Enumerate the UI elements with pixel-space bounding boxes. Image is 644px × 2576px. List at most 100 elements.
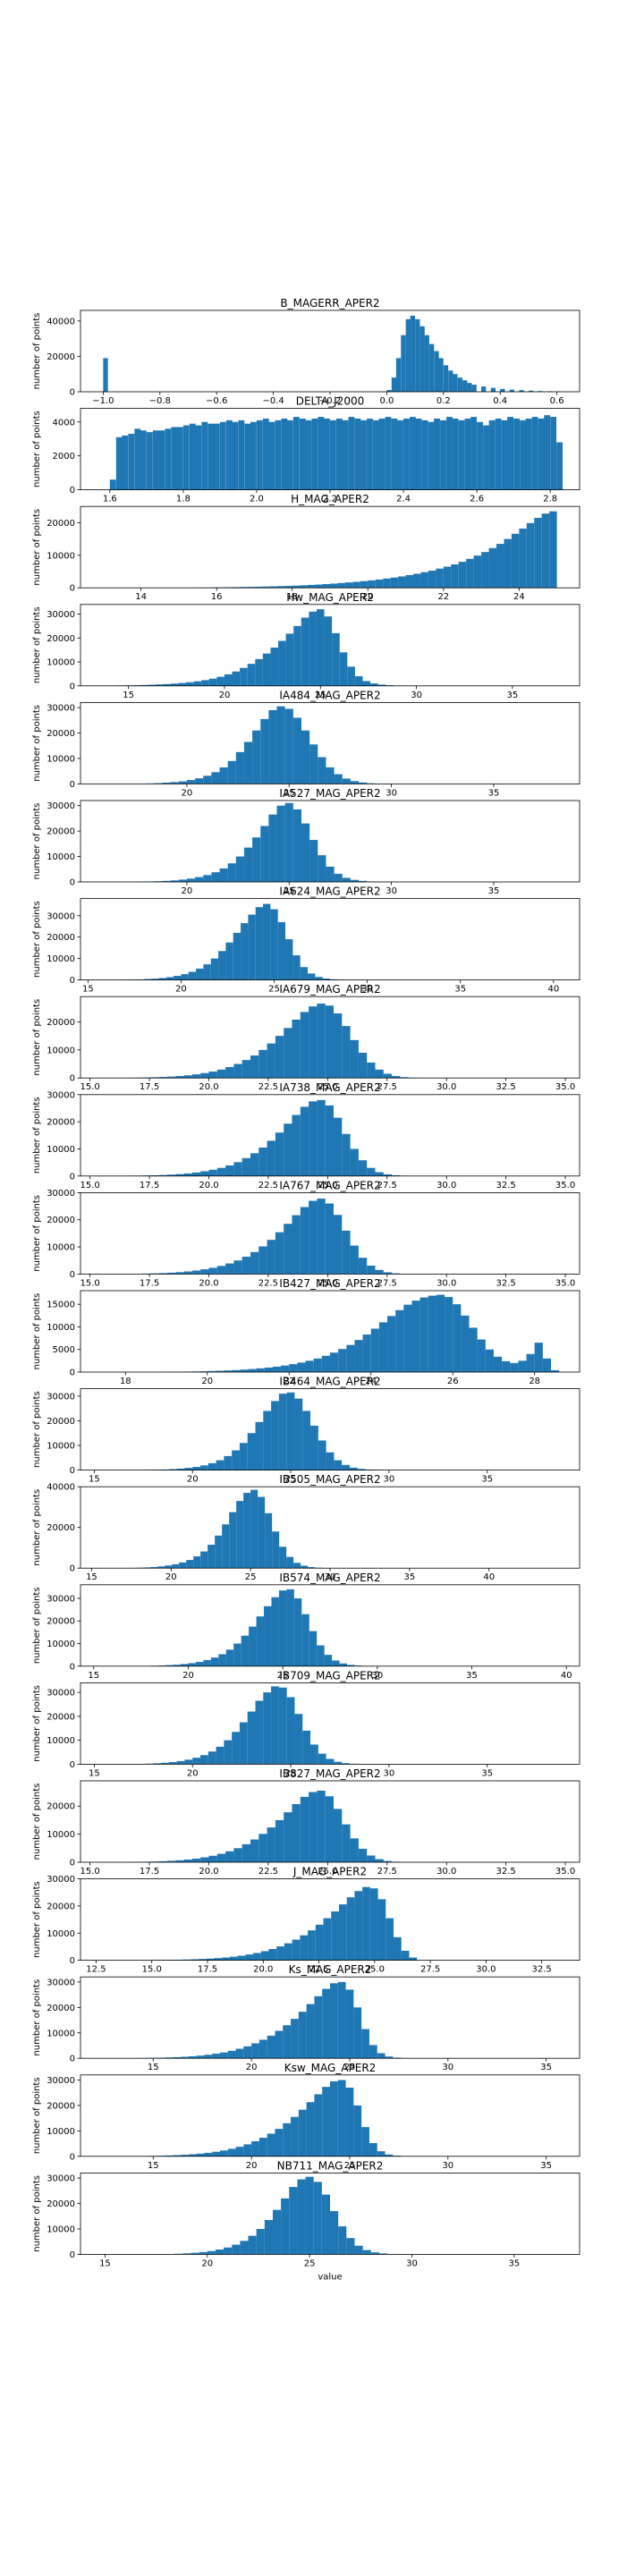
histogram-bar <box>181 2056 189 2059</box>
histogram-bar <box>183 1271 192 1275</box>
histogram-bar <box>191 1959 199 1961</box>
histogram-bar <box>462 380 468 392</box>
histogram-bar <box>375 1069 384 1079</box>
x-tick-label: 0.6 <box>550 396 564 406</box>
y-tick-label: 20000 <box>47 729 75 739</box>
x-tick-label: 18 <box>286 592 298 602</box>
y-axis-label: number of points <box>32 1979 42 2056</box>
histogram-bar <box>325 1796 334 1862</box>
axes-frame <box>80 1780 580 1863</box>
x-tick-label: 20 <box>201 1377 213 1386</box>
histogram-bar <box>216 1853 226 1862</box>
histogram-bar <box>181 1664 189 1666</box>
y-tick-label: 20000 <box>47 1417 75 1427</box>
y-tick-label: 0 <box>70 486 75 496</box>
histogram-bar <box>281 418 288 490</box>
histogram-bar <box>215 1370 225 1372</box>
histogram-bar <box>315 977 323 980</box>
histogram-bar <box>445 1297 453 1372</box>
histogram-bar <box>294 1398 303 1470</box>
histogram-bar <box>306 2004 315 2059</box>
panel-ks-mag-aper2: 15 20 25 30 35 0 10000 20000 30000 number of poin… <box>32 1963 580 2072</box>
histogram-bar <box>385 417 392 490</box>
histogram-bar <box>286 1697 295 1765</box>
histogram-bar <box>305 1360 314 1372</box>
panel-title: IB827_MAG_APER2 <box>279 1767 380 1780</box>
histogram-bar <box>208 1169 217 1176</box>
histogram-bar <box>397 419 403 490</box>
histogram-bar <box>253 1953 261 1961</box>
y-tick-label: 20000 <box>47 1018 75 1028</box>
y-tick-label: 0 <box>70 682 75 691</box>
x-tick-label: 32.5 <box>496 1867 515 1877</box>
x-tick-label: 2.0 <box>250 495 264 504</box>
axes-frame <box>80 1094 580 1177</box>
histogram-bar <box>315 584 323 589</box>
histogram-bar <box>204 2152 213 2157</box>
histogram-bar <box>286 1589 294 1666</box>
histogram-bar <box>330 1352 339 1372</box>
histogram-bar <box>520 419 526 490</box>
x-tick-label: 40 <box>561 1671 572 1681</box>
histogram-bar <box>375 579 384 589</box>
y-tick-label: 30000 <box>47 1090 75 1100</box>
histogram-bar <box>210 958 219 980</box>
x-tick-label: 30.0 <box>436 1278 456 1288</box>
x-tick-label: −1.0 <box>92 396 114 406</box>
histogram-bar <box>272 2209 282 2255</box>
x-tick-label: 25 <box>344 2161 356 2171</box>
y-tick-label: 10000 <box>47 1442 75 1452</box>
histogram-bar <box>186 878 196 882</box>
histogram-bar <box>292 1215 301 1275</box>
x-tick-label: 27.5 <box>377 1278 397 1288</box>
histogram-bar <box>428 343 435 392</box>
y-axis-label: number of points <box>32 1097 42 1174</box>
histogram-bar <box>182 425 190 490</box>
histogram-bar <box>337 2080 346 2157</box>
axes-frame <box>80 505 580 589</box>
histogram-bar <box>200 1072 209 1079</box>
histogram-bar <box>150 1077 159 1079</box>
histogram-bar <box>171 427 178 490</box>
histogram-bar <box>162 880 171 882</box>
histogram-bar <box>153 1763 162 1765</box>
histogram-bar <box>278 1394 287 1470</box>
histogram-bar <box>286 1556 294 1569</box>
histogram-bar <box>300 967 309 980</box>
histogram-bar <box>200 1465 208 1470</box>
x-tick-label: 25 <box>245 1572 257 1582</box>
histogram-bar <box>326 1758 335 1765</box>
histogram-bar <box>473 555 482 589</box>
histogram-bar <box>333 1117 343 1176</box>
histogram-bar <box>283 2123 292 2157</box>
histogram-bar <box>350 1838 359 1862</box>
histogram-bar <box>227 863 236 882</box>
x-tick-label: 14 <box>135 592 147 602</box>
x-tick-label: 15 <box>86 1572 97 1582</box>
histogram-bar <box>434 351 439 392</box>
histogram-bar <box>166 1272 176 1275</box>
x-tick-label: 32.5 <box>496 1278 515 1288</box>
histogram-bar <box>152 430 159 490</box>
histogram-bar <box>386 390 392 392</box>
x-tick-label: −0.2 <box>319 396 341 406</box>
histogram-bar <box>345 1989 354 2059</box>
histogram-bar <box>254 586 262 589</box>
histogram-bar <box>485 1349 494 1372</box>
histogram-bar <box>300 1106 309 1176</box>
histogram-bar <box>232 1450 240 1470</box>
histogram-bar <box>424 335 429 392</box>
histogram-bar <box>267 2133 275 2157</box>
histogram-bar <box>267 2035 275 2059</box>
histogram-bar <box>272 1531 280 1569</box>
histogram-bar <box>305 2176 314 2255</box>
histogram-bar <box>239 1722 248 1765</box>
x-tick-label: 15 <box>123 691 134 700</box>
histogram-bar <box>203 775 212 784</box>
histogram-bar <box>318 855 326 882</box>
x-tick-label: 25 <box>268 985 280 995</box>
histogram-bar <box>339 652 348 686</box>
y-tick-label: 10000 <box>47 1830 75 1840</box>
histogram-bar <box>480 386 487 392</box>
histogram-bar <box>268 814 277 882</box>
